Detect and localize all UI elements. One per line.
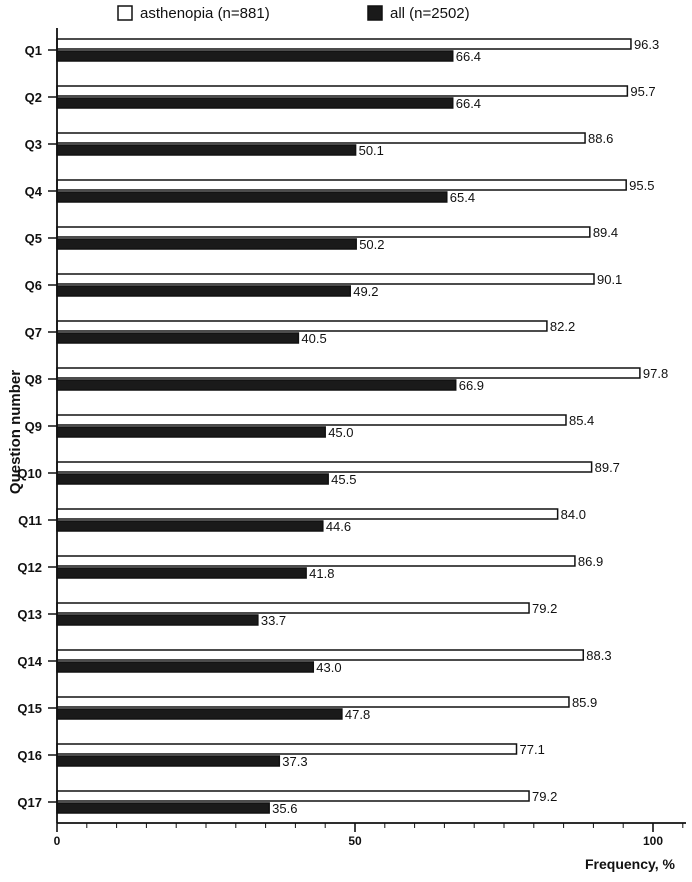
y-axis-title: Question number [7, 370, 24, 494]
value-label-all-q7: 40.5 [301, 331, 326, 346]
value-label-all-q12: 41.8 [309, 566, 334, 581]
bar-asthenopia-q10 [56, 461, 593, 473]
value-label-asthenopia-q12: 86.9 [578, 554, 603, 569]
bar-asthenopia-q12 [56, 555, 576, 567]
value-label-all-q2: 66.4 [456, 96, 481, 111]
value-label-asthenopia-q11: 84.0 [561, 507, 586, 522]
value-label-asthenopia-q3: 88.6 [588, 131, 613, 146]
value-label-all-q1: 66.4 [456, 49, 481, 64]
category-label-q17: Q17 [17, 795, 42, 810]
axes-group: Q1 Q2 Q3 Q4 Q5 Q6 Q7 Q8 Q9 Q10 Q11 Q12 Q13 Q14 Q15 Q16 Q… [17, 28, 686, 848]
bar-asthenopia-q13 [56, 602, 530, 614]
bar-asthenopia-q16 [56, 743, 518, 755]
bars-group: 96.3 66.4 95.7 66.4 88.6 50.1 95.5 65.4 89.4 50.2… [56, 37, 668, 816]
value-label-asthenopia-q7: 82.2 [550, 319, 575, 334]
value-label-all-q5: 50.2 [359, 237, 384, 252]
bar-asthenopia-q7 [56, 320, 548, 332]
bar-asthenopia-q5 [56, 226, 591, 238]
bar-asthenopia-q15 [56, 696, 570, 708]
category-label-q1: Q1 [25, 43, 42, 58]
value-label-all-q10: 45.5 [331, 472, 356, 487]
category-label-q14: Q14 [17, 654, 42, 669]
value-label-all-q3: 50.1 [359, 143, 384, 158]
bar-all-q6 [56, 285, 351, 297]
bar-all-q1 [56, 50, 454, 62]
category-label-q2: Q2 [25, 90, 42, 105]
bar-all-q17 [56, 802, 270, 814]
value-label-all-q14: 43.0 [316, 660, 341, 675]
category-label-q4: Q4 [25, 184, 43, 199]
bar-asthenopia-q1 [56, 38, 632, 50]
value-label-all-q17: 35.6 [272, 801, 297, 816]
bar-all-q13 [56, 614, 259, 626]
x-tick-label-0: 0 [54, 834, 61, 848]
legend-label-2: all (n=2502) [390, 5, 470, 22]
value-label-asthenopia-q15: 85.9 [572, 695, 597, 710]
category-label-q7: Q7 [25, 325, 42, 340]
bar-all-q12 [56, 567, 307, 579]
category-label-q15: Q15 [17, 701, 42, 716]
bar-asthenopia-q6 [56, 273, 595, 285]
category-label-q13: Q13 [17, 607, 42, 622]
bar-all-q3 [56, 144, 357, 156]
category-label-q10: Q10 [17, 466, 42, 481]
value-label-asthenopia-q14: 88.3 [586, 648, 611, 663]
bar-all-q16 [56, 755, 281, 767]
value-label-asthenopia-q8: 97.8 [643, 366, 668, 381]
value-label-asthenopia-q5: 89.4 [593, 225, 618, 240]
bar-asthenopia-q14 [56, 649, 585, 661]
value-label-all-q11: 44.6 [326, 519, 351, 534]
bar-asthenopia-q4 [56, 179, 627, 191]
legend-swatch-2 [367, 5, 383, 21]
bar-asthenopia-q11 [56, 508, 559, 520]
bar-asthenopia-q8 [56, 367, 641, 379]
legend: asthenopia (n=881) all (n=2502) [117, 5, 470, 22]
value-label-asthenopia-q10: 89.7 [595, 460, 620, 475]
bar-all-q8 [56, 379, 457, 391]
bar-all-q10 [56, 473, 329, 485]
x-axis-title: Frequency, % [585, 856, 676, 872]
value-label-all-q6: 49.2 [353, 284, 378, 299]
bar-all-q7 [56, 332, 300, 344]
bar-asthenopia-q2 [56, 85, 629, 97]
value-label-asthenopia-q6: 90.1 [597, 272, 622, 287]
category-label-q8: Q8 [25, 372, 42, 387]
value-label-all-q9: 45.0 [328, 425, 353, 440]
bar-all-q4 [56, 191, 448, 203]
category-label-q16: Q16 [17, 748, 42, 763]
value-label-all-q13: 33.7 [261, 613, 286, 628]
bar-all-q15 [56, 708, 343, 720]
category-label-q12: Q12 [17, 560, 42, 575]
value-label-all-q4: 65.4 [450, 190, 475, 205]
bar-all-q14 [56, 661, 315, 673]
value-label-asthenopia-q4: 95.5 [629, 178, 654, 193]
value-label-asthenopia-q13: 79.2 [532, 601, 557, 616]
value-label-asthenopia-q9: 85.4 [569, 413, 594, 428]
value-label-all-q15: 47.8 [345, 707, 370, 722]
value-label-asthenopia-q16: 77.1 [520, 742, 545, 757]
bar-all-q2 [56, 97, 454, 109]
category-label-q3: Q3 [25, 137, 42, 152]
category-label-q6: Q6 [25, 278, 42, 293]
value-label-asthenopia-q1: 96.3 [634, 37, 659, 52]
value-label-asthenopia-q17: 79.2 [532, 789, 557, 804]
category-label-q5: Q5 [25, 231, 42, 246]
legend-label-1: asthenopia (n=881) [140, 5, 270, 22]
value-label-asthenopia-q2: 95.7 [630, 84, 655, 99]
bar-all-q9 [56, 426, 326, 438]
category-label-q11: Q11 [18, 513, 42, 528]
value-label-all-q16: 37.3 [282, 754, 307, 769]
legend-swatch-1 [117, 5, 133, 21]
bar-asthenopia-q3 [56, 132, 586, 144]
bar-all-q5 [56, 238, 357, 250]
value-label-all-q8: 66.9 [459, 378, 484, 393]
bar-asthenopia-q17 [56, 790, 530, 802]
x-tick-label-50: 50 [348, 834, 362, 848]
x-tick-label-100: 100 [643, 834, 663, 848]
category-label-q9: Q9 [25, 419, 42, 434]
bar-asthenopia-q9 [56, 414, 567, 426]
bar-all-q11 [56, 520, 324, 532]
